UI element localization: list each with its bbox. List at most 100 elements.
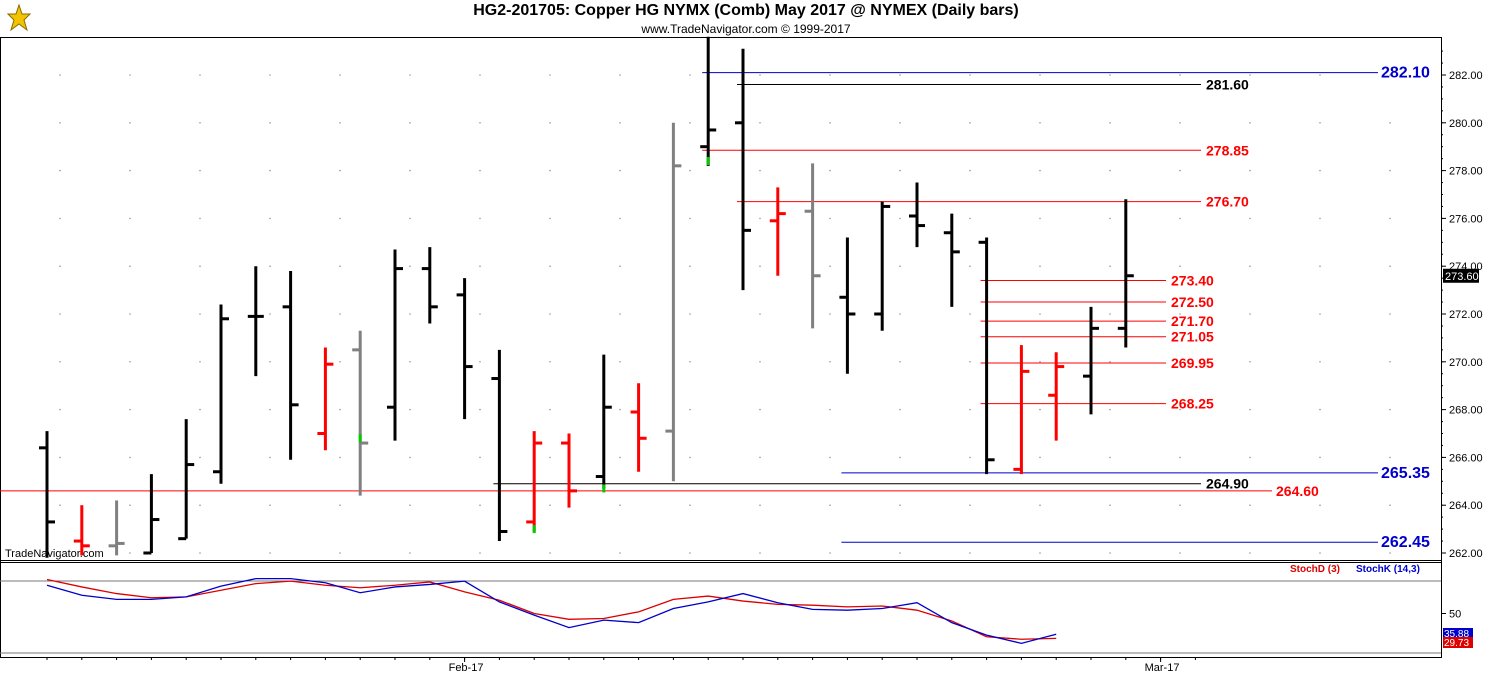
- grid-dot: [1039, 265, 1041, 268]
- grid-dot: [619, 169, 621, 172]
- grid-dot: [409, 504, 411, 507]
- grid-dot: [689, 552, 691, 554]
- grid-dot: [1109, 361, 1111, 363]
- grid-dot: [1179, 122, 1181, 124]
- grid-dot: [1389, 169, 1391, 172]
- grid-dot: [829, 74, 831, 76]
- grid-dot: [59, 217, 61, 220]
- grid-dot: [59, 504, 61, 507]
- level-label-273.40: 273.40: [1171, 273, 1214, 289]
- grid-dot: [899, 265, 901, 268]
- grid-dot: [1039, 169, 1041, 172]
- grid-dot: [689, 217, 691, 220]
- tradenavigator-logo-icon: [6, 3, 32, 32]
- grid-dot: [829, 552, 831, 554]
- grid-dot: [1319, 361, 1321, 363]
- grid-dot: [479, 169, 481, 172]
- y-tick-label-282.00: 282.00: [1449, 70, 1483, 82]
- grid-dot: [1319, 122, 1321, 124]
- grid-dot: [969, 552, 971, 554]
- grid-dot: [549, 408, 551, 411]
- stoch-k-legend: StochK (14,3): [1356, 564, 1420, 575]
- grid-dot: [1109, 456, 1111, 459]
- price-axis: 262.00264.00266.00268.00270.00272.00274.…: [1441, 50, 1483, 560]
- grid-dot: [969, 408, 971, 411]
- grid-dot: [899, 217, 901, 220]
- grid-dot: [339, 408, 341, 411]
- grid-dot: [339, 361, 341, 363]
- grid-dot: [759, 408, 761, 411]
- grid-dot: [689, 74, 691, 76]
- stoch-k-value-box: [1443, 628, 1473, 639]
- grid-dot: [479, 361, 481, 363]
- grid-dot: [339, 74, 341, 76]
- grid-dot: [269, 552, 271, 554]
- grid-dot: [1389, 74, 1391, 76]
- grid-dot: [1179, 265, 1181, 268]
- grid-dot: [689, 408, 691, 411]
- grid-dot: [339, 169, 341, 172]
- grid-dot: [339, 265, 341, 268]
- grid-dot: [129, 169, 131, 172]
- price-bars: [39, 36, 1134, 558]
- grid-dot: [759, 169, 761, 172]
- grid-dot: [969, 456, 971, 459]
- grid-dot: [1319, 265, 1321, 268]
- grid-dot: [1179, 456, 1181, 459]
- grid-dot: [1319, 504, 1321, 507]
- y-tick-label-278.00: 278.00: [1449, 166, 1483, 178]
- grid-dot: [759, 122, 761, 124]
- grid-dot: [619, 313, 621, 315]
- grid-dot: [1249, 265, 1251, 268]
- grid-dot: [1039, 313, 1041, 315]
- grid-dot: [59, 408, 61, 411]
- grid-dot: [969, 169, 971, 172]
- grid-dot: [759, 456, 761, 459]
- grid-dot: [1249, 74, 1251, 76]
- grid-dot: [1249, 361, 1251, 363]
- grid-dot: [59, 361, 61, 363]
- last-price-label: 273.60: [1445, 271, 1479, 283]
- grid-dot: [129, 361, 131, 363]
- grid-dot: [1109, 504, 1111, 507]
- grid-dot: [549, 265, 551, 268]
- grid-dot: [479, 552, 481, 554]
- grid-dot: [759, 552, 761, 554]
- stoch-d-value: 29.73: [1444, 638, 1469, 649]
- grid-dot: [689, 456, 691, 459]
- level-label-282.10: 282.10: [1381, 65, 1430, 82]
- grid-dot: [969, 74, 971, 76]
- grid-dot: [1389, 552, 1391, 554]
- grid-dot: [549, 313, 551, 315]
- y-tick-label-280.00: 280.00: [1449, 118, 1483, 130]
- grid-dot: [339, 313, 341, 315]
- grid-dot: [829, 361, 831, 363]
- grid-dot: [549, 552, 551, 554]
- grid-dot: [199, 361, 201, 363]
- grid-dot: [619, 265, 621, 268]
- grid-dot: [409, 408, 411, 411]
- grid-dot: [129, 74, 131, 76]
- grid-dot: [1319, 169, 1321, 172]
- last-price-box: [1443, 268, 1479, 283]
- grid-dot: [1039, 361, 1041, 363]
- grid-dot: [969, 217, 971, 220]
- grid-dot: [1249, 122, 1251, 124]
- grid-dot: [549, 74, 551, 76]
- grid-dot: [1109, 552, 1111, 554]
- grid-dot: [1319, 456, 1321, 459]
- chart-subtitle: www.TradeNavigator.com © 1999-2017: [641, 22, 851, 36]
- grid-dot: [969, 313, 971, 315]
- grid-dot: [1249, 504, 1251, 507]
- grid-dot: [59, 74, 61, 76]
- grid-dot: [199, 504, 201, 507]
- grid-dot: [1389, 408, 1391, 411]
- level-label-264.90: 264.90: [1206, 476, 1249, 492]
- grid-dot: [129, 504, 131, 507]
- grid-dot: [619, 504, 621, 507]
- grid-dot: [1039, 408, 1041, 411]
- grid-dot: [1179, 74, 1181, 76]
- y-tick-label-266.00: 266.00: [1449, 452, 1483, 464]
- grid-dot: [199, 122, 201, 124]
